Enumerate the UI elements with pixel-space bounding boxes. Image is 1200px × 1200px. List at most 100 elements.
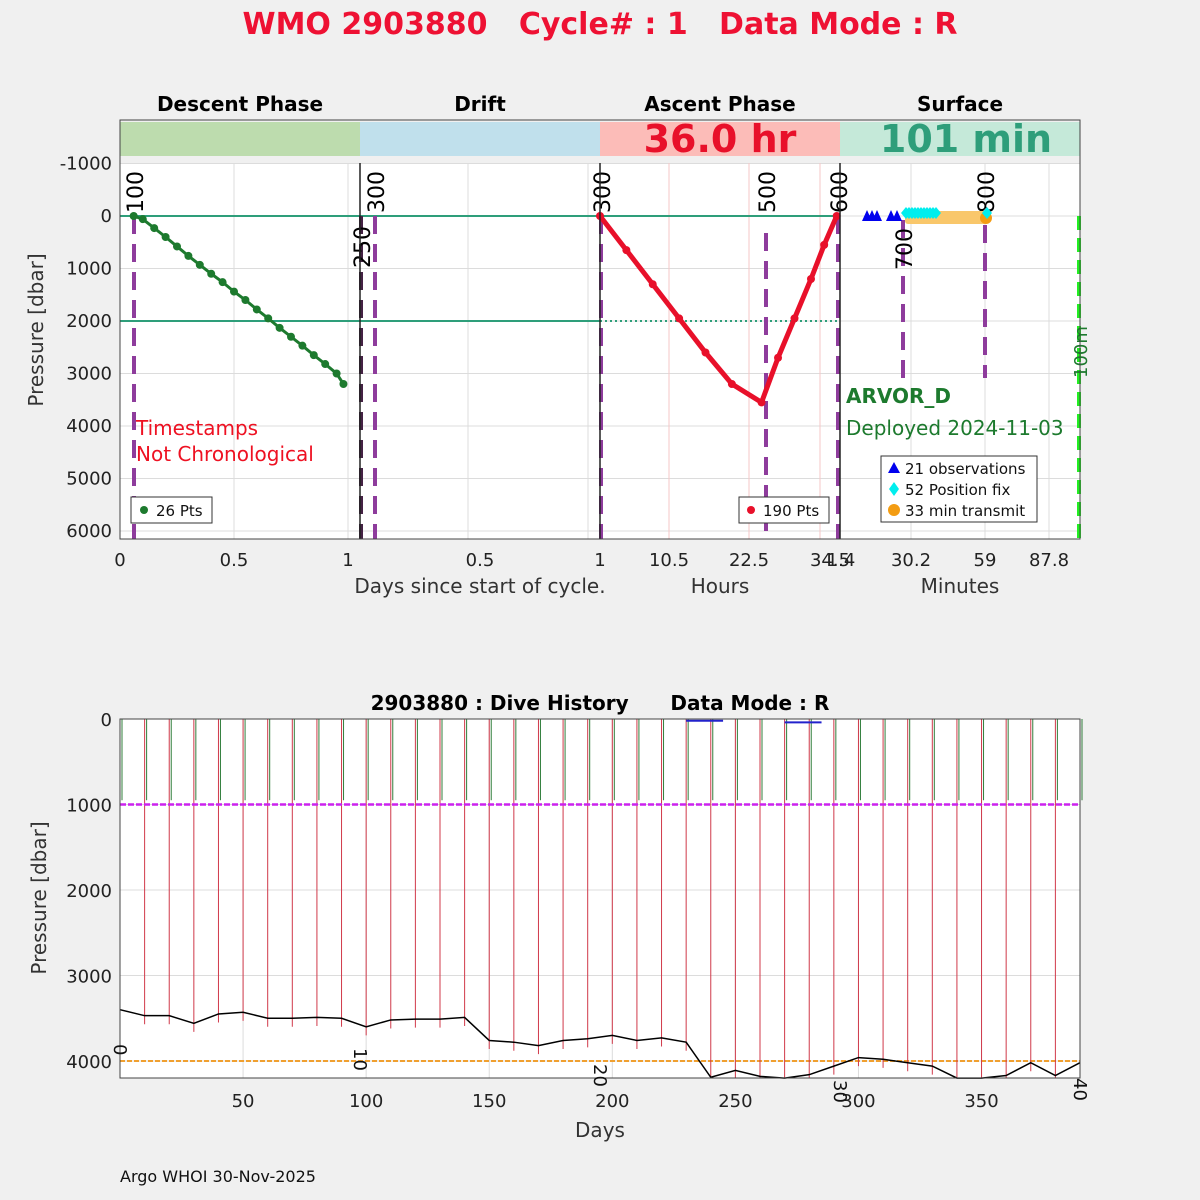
cycle-marker-label: 300 bbox=[365, 171, 390, 213]
cycle-plot-frame bbox=[119, 119, 1081, 540]
minutes-axis-label: Minutes bbox=[921, 574, 1000, 598]
history-x-tick-label: 200 bbox=[595, 1091, 629, 1112]
descent-point bbox=[309, 351, 318, 360]
position-fix-marker bbox=[931, 207, 941, 219]
ascent-count-legend: 190 Pts bbox=[738, 496, 830, 524]
descent-count-legend: 26 Pts bbox=[130, 496, 213, 524]
y-tick-label: 5000 bbox=[66, 469, 112, 490]
y-tick-label: 3000 bbox=[66, 364, 112, 385]
depth-limit-label: 100m bbox=[1071, 326, 1092, 378]
descent-point bbox=[150, 224, 159, 233]
history-x-tick-label: 250 bbox=[718, 1091, 752, 1112]
float-type: ARVOR_D bbox=[846, 384, 951, 408]
descent-point bbox=[275, 323, 284, 332]
ascent-point bbox=[701, 348, 710, 357]
ascent-point bbox=[622, 246, 631, 255]
circle-icon bbox=[888, 504, 900, 516]
cycle-panel: 36.0 hr 101 min Descent Phase Drift Asce… bbox=[24, 92, 1092, 598]
legend-transmit: 33 min transmit bbox=[905, 502, 1025, 520]
descent-point bbox=[252, 305, 261, 314]
minute-tick-label: 87.8 bbox=[1029, 550, 1069, 571]
history-x-axis-label: Days bbox=[575, 1118, 625, 1142]
ascent-point bbox=[757, 398, 766, 407]
bottom-depth-line bbox=[119, 1008, 1081, 1079]
cycle-marker-label: 300 bbox=[591, 171, 616, 213]
history-x-tick-label: 150 bbox=[472, 1091, 506, 1112]
descent-point bbox=[339, 380, 348, 388]
descent-point bbox=[230, 287, 238, 296]
descent-point bbox=[218, 278, 227, 287]
dive-history-panel: 0 1000 2000 3000 4000 50 100 150 200 250 300 350 0… bbox=[27, 691, 1090, 1142]
cycle-marker-label: 800 bbox=[975, 171, 1000, 213]
descent-point bbox=[264, 314, 273, 323]
hour-tick-label: 34.5 bbox=[810, 550, 850, 571]
descent-phase-title: Descent Phase bbox=[157, 92, 323, 116]
surface-duration: 101 min bbox=[880, 117, 1052, 161]
ascent-point bbox=[790, 314, 799, 323]
surface-legend: 21 observations 52 Position fix 33 min t… bbox=[880, 455, 1038, 523]
warning-text: Timestamps bbox=[135, 416, 258, 440]
legend-position-fix: 52 Position fix bbox=[905, 481, 1010, 499]
figure-title: WMO 2903880 Cycle# : 1 Data Mode : R bbox=[242, 7, 957, 42]
surface-phase-title: Surface bbox=[917, 92, 1003, 116]
cycle-marker-label: 100 bbox=[124, 171, 149, 213]
y-tick-label: 1000 bbox=[66, 259, 112, 280]
hour-tick-label: 22.5 bbox=[729, 550, 769, 571]
x-tick-label: 0.5 bbox=[466, 550, 495, 571]
top-y-axis-label: Pressure [dbar] bbox=[24, 253, 48, 406]
descent-point bbox=[138, 215, 147, 224]
days-axis-label: Days since start of cycle. bbox=[354, 574, 605, 598]
triangle-icon bbox=[888, 462, 900, 473]
y-tick-label: -1000 bbox=[60, 154, 112, 175]
descent-point bbox=[129, 212, 138, 220]
ascent-point bbox=[832, 212, 841, 220]
history-plot-frame bbox=[119, 718, 1081, 1079]
ascent-duration: 36.0 hr bbox=[644, 117, 797, 161]
history-x-tick-label: 350 bbox=[964, 1091, 998, 1112]
footer-credit: Argo WHOI 30-Nov-2025 bbox=[120, 1167, 316, 1186]
drift-phase-title: Drift bbox=[454, 92, 506, 116]
history-y-tick-label: 2000 bbox=[66, 881, 112, 902]
ascent-band bbox=[600, 122, 840, 156]
descent-point bbox=[321, 360, 330, 369]
deployment-date: Deployed 2024-11-03 bbox=[846, 416, 1064, 440]
history-x-tick-label: 300 bbox=[841, 1091, 875, 1112]
cycle-number-label: 30 bbox=[829, 1080, 850, 1103]
ascent-profile-line bbox=[598, 214, 839, 407]
descent-point bbox=[241, 296, 250, 304]
history-title: 2903880 : Dive History Data Mode : R bbox=[371, 691, 830, 715]
cycle-number-label: 10 bbox=[349, 1048, 370, 1071]
descent-point bbox=[287, 332, 295, 341]
cycle-number-label: 40 bbox=[1069, 1078, 1090, 1101]
observation-marker bbox=[892, 210, 902, 221]
history-y-axis-label: Pressure [dbar] bbox=[27, 821, 51, 974]
ascent-point bbox=[774, 353, 783, 362]
cycle-marker-label: 700 bbox=[893, 228, 918, 270]
cycle-number-label: 0 bbox=[109, 1044, 130, 1055]
history-y-tick-label: 1000 bbox=[66, 796, 112, 817]
history-y-tick-label: 3000 bbox=[66, 967, 112, 988]
hours-axis-label: Hours bbox=[691, 574, 750, 598]
y-tick-label: 4000 bbox=[66, 416, 112, 437]
minute-tick-label: 1.4 bbox=[827, 550, 856, 571]
minute-tick-label: 30.2 bbox=[891, 550, 931, 571]
ascent-point bbox=[806, 275, 815, 283]
ascent-point bbox=[675, 314, 684, 323]
legend-observations: 21 observations bbox=[905, 460, 1026, 478]
y-tick-label: 2000 bbox=[66, 311, 112, 332]
y-tick-label: 0 bbox=[101, 206, 112, 227]
diamond-icon bbox=[889, 482, 899, 496]
ascent-point bbox=[820, 240, 829, 249]
descent-point bbox=[298, 341, 307, 350]
cycle-number-label: 20 bbox=[589, 1064, 610, 1087]
ascent-phase-title: Ascent Phase bbox=[644, 92, 795, 116]
descent-band bbox=[120, 122, 360, 156]
svg-text:26 Pts: 26 Pts bbox=[156, 502, 203, 520]
svg-text:190 Pts: 190 Pts bbox=[763, 502, 819, 520]
observation-marker bbox=[872, 210, 882, 221]
descent-point bbox=[207, 269, 216, 278]
position-fix-marker bbox=[982, 207, 992, 219]
descent-point bbox=[184, 251, 193, 260]
descent-point bbox=[173, 242, 181, 251]
